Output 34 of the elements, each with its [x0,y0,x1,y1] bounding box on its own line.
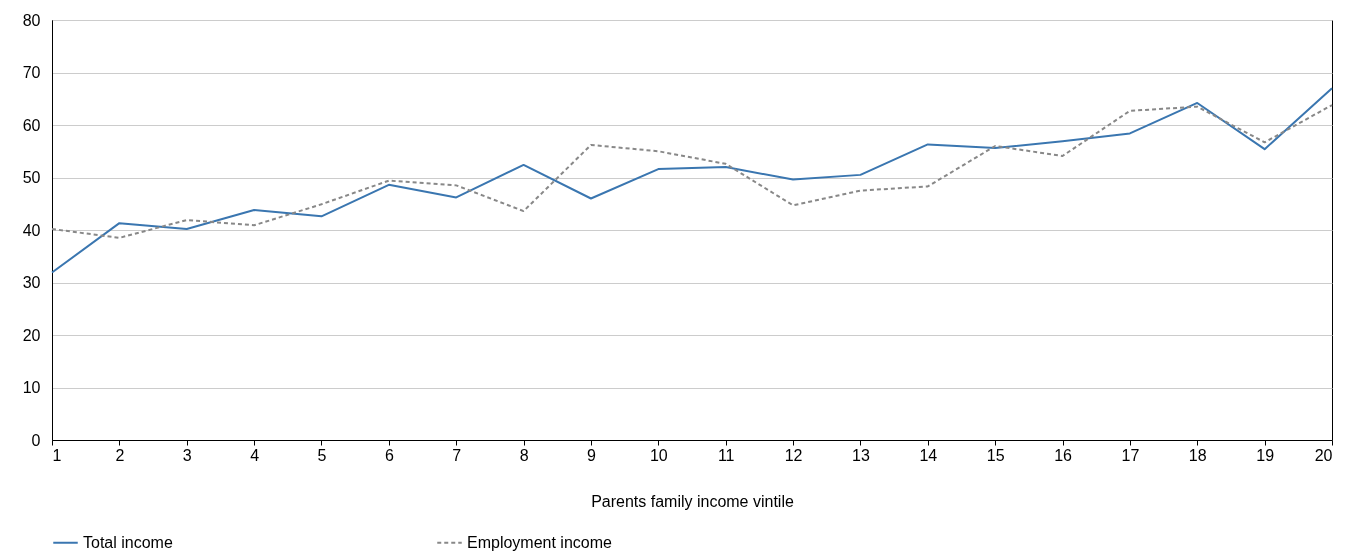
x-tick-label: 16 [1054,446,1073,464]
x-tick-label: 2 [115,446,125,464]
x-tick-label: 13 [852,446,870,464]
x-tick-label: 17 [1121,446,1140,464]
x-tick-label: 6 [384,446,394,464]
y-tick-label: 40 [22,221,41,239]
line-series [51,104,1333,239]
y-tick-label: 10 [22,379,41,396]
y-tick-label: 0 [31,431,41,449]
x-tick-label: 19 [1256,446,1275,464]
x-tick-label: 4 [250,446,260,464]
x-tick-label: 11 [717,446,735,464]
y-tick-label: 60 [22,116,41,134]
x-tick-label: 9 [586,446,596,464]
y-tick-label: 70 [22,64,41,81]
y-tick-label: 20 [22,326,41,344]
x-tick-label: 8 [519,446,529,464]
line-series [51,87,1333,274]
x-tick-label: 10 [649,446,668,464]
legend-label: Total income [83,533,173,551]
x-tick-label: 18 [1188,446,1207,464]
y-tick-label: 80 [22,11,41,29]
legend-label: Employment income [467,533,613,551]
x-tick-label: 20 [1314,446,1333,464]
x-axis-title: Parents family income vintile [591,492,794,510]
y-tick-label: 30 [22,274,41,291]
y-tick-label: 50 [22,169,41,186]
x-tick-label: 15 [986,446,1005,464]
x-tick-label: 12 [784,446,803,464]
x-tick-label: 5 [317,446,327,464]
x-tick-label: 7 [452,446,462,464]
x-tick-label: 1 [52,446,62,464]
x-tick-label: 14 [919,446,938,464]
x-tick-label: 3 [182,446,192,464]
